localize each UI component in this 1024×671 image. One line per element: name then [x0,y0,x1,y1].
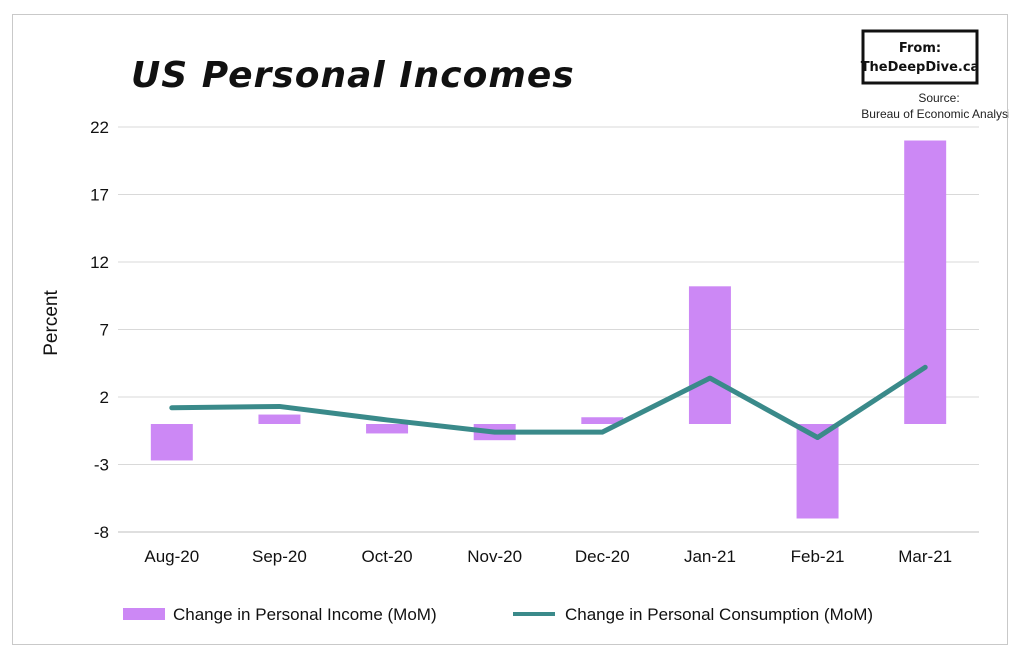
source-label: Source: [918,91,959,105]
income-bars [150,140,947,519]
gridlines [118,126,979,533]
x-tick-label: Nov-20 [467,547,522,566]
source-name: Bureau of Economic Analysis [861,107,1009,121]
x-tick-label: Aug-20 [144,547,199,566]
y-tick-label: 2 [100,388,109,407]
y-tick-labels: 22 17 12 7 2 -3 -8 [90,118,109,542]
income-bar [688,286,731,424]
brand-box [861,29,979,85]
legend-consumption-label: Change in Personal Consumption (MoM) [565,605,873,624]
y-tick-label: -8 [94,523,109,542]
legend-income-label: Change in Personal Income (MoM) [173,605,437,624]
consumption-line [169,364,928,440]
brand-logo: From: TheDeepDive.ca [861,29,980,85]
legend-income-swatch [123,608,165,620]
income-bar [366,424,409,434]
chart-title: US Personal Incomes [131,55,575,96]
x-tick-label: Jan-21 [684,547,736,566]
y-tick-label: -3 [94,456,109,475]
chart-frame: US Personal Incomes From: TheDeepDive.ca… [12,14,1009,645]
y-tick-label: 22 [90,118,109,137]
brand-line2: TheDeepDive.ca [861,60,980,75]
x-tick-label: Oct-20 [362,547,413,566]
income-bar [258,414,301,424]
y-tick-label: 17 [90,186,109,205]
legend: Change in Personal Income (MoM) Change i… [123,605,873,624]
y-tick-label: 7 [100,321,109,340]
brand-line1: From: [899,41,941,56]
income-bar [150,424,193,461]
x-tick-label: Mar-21 [898,547,952,566]
consumption-line-layer [169,364,928,440]
x-tick-label: Dec-20 [575,547,630,566]
x-tick-label: Sep-20 [252,547,307,566]
x-tick-labels: Aug-20 Sep-20 Oct-20 Nov-20 Dec-20 Jan-21 Feb-… [144,547,952,566]
x-tick-label: Feb-21 [791,547,845,566]
chart-svg: US Personal Incomes From: TheDeepDive.ca… [41,29,1009,624]
y-axis-label: Percent [41,290,62,356]
y-tick-label: 12 [90,253,109,272]
income-bar [904,140,947,424]
income-bar [581,417,624,424]
